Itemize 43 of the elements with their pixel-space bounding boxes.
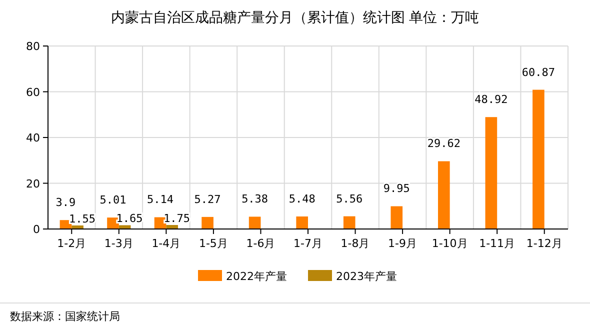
data-label: 5.14 (147, 193, 174, 206)
x-tick-label: 1-9月 (388, 237, 418, 250)
x-tick-label: 1-6月 (246, 237, 276, 250)
data-label: 48.92 (474, 93, 508, 106)
data-label: 5.48 (288, 192, 316, 206)
x-tick-label: 1-3月 (104, 237, 134, 250)
x-tick-label: 1-4月 (152, 237, 181, 250)
data-label: 5.56 (336, 192, 363, 206)
y-tick-label: 20 (26, 177, 40, 190)
data-label: 5.38 (242, 192, 268, 206)
legend-label: 2023年产量 (336, 270, 397, 283)
y-tick-label: 40 (26, 132, 40, 144)
data-label: 5.27 (194, 192, 221, 206)
y-tick-label: 60 (26, 86, 40, 99)
x-tick-label: 1-7月 (294, 237, 322, 250)
bar (202, 216, 214, 229)
bar (532, 90, 544, 229)
data-label: 29.62 (427, 137, 460, 150)
y-tick-label: 0 (33, 223, 40, 236)
data-label: 9.95 (383, 182, 410, 196)
bar (485, 117, 498, 229)
bar (248, 216, 261, 229)
data-label: 3.9 (56, 196, 76, 210)
data-label: 1.55 (69, 212, 96, 226)
data-label: 1.65 (116, 212, 143, 226)
x-tick-label: 1-2月 (57, 237, 86, 250)
x-tick-label: 1-8月 (340, 237, 370, 250)
chart-title: 内蒙古自治区成品糖产量分月（累计值）统计图 单位：万吨 (110, 10, 480, 26)
data-label: 5.01 (100, 194, 126, 207)
x-tick-label: 1-10月 (432, 237, 468, 250)
y-tick-label: 80 (26, 40, 40, 53)
x-tick-label: 1-12月 (526, 237, 562, 250)
bar (343, 216, 356, 229)
bar (118, 225, 131, 229)
data-label: 60.87 (522, 66, 556, 79)
legend-label: 2022年产量 (226, 270, 287, 283)
source-note: 数据来源：国家统计局 (10, 310, 120, 323)
bar (438, 161, 450, 229)
bar (296, 216, 308, 229)
data-label: 1.75 (164, 212, 190, 225)
bar (390, 206, 403, 229)
x-tick-label: 1-11月 (479, 237, 516, 250)
x-tick-label: 1-5月 (198, 237, 228, 250)
